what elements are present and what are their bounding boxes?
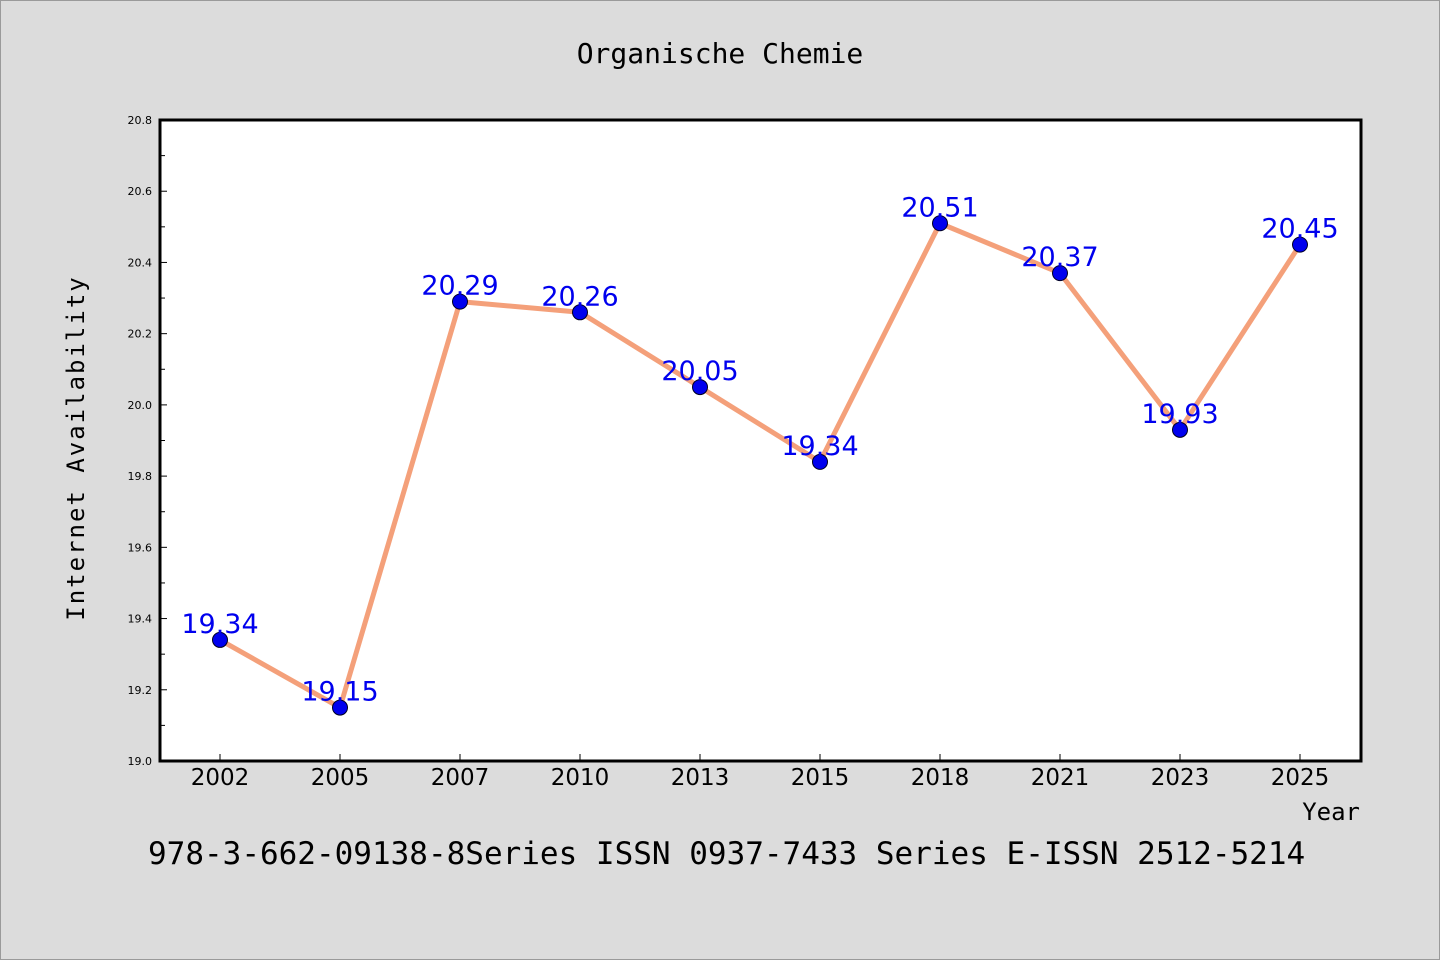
x-tick-label: 2010 xyxy=(551,765,610,791)
data-label: 19.15 xyxy=(301,677,378,708)
x-axis: 2002 2005 2007 2010 2013 2015 2018 2021 2023 2025 xyxy=(191,754,1330,791)
y-tick-label: 20.4 xyxy=(128,256,153,269)
data-point-marker xyxy=(1292,236,1308,253)
y-tick-label: 19.0 xyxy=(128,755,153,768)
data-point-marker xyxy=(692,379,708,396)
y-tick-label: 20.8 xyxy=(128,114,153,127)
data-point-marker xyxy=(212,631,228,648)
plot-area xyxy=(158,118,1363,763)
x-tick-label: 2005 xyxy=(311,765,370,791)
y-tick-label: 20.2 xyxy=(128,328,153,341)
x-tick-label: 2025 xyxy=(1271,765,1330,791)
data-point-marker xyxy=(932,215,948,232)
data-label: 20.29 xyxy=(421,271,498,302)
y-tick-label: 20.6 xyxy=(128,185,153,198)
chart-title: Organische Chemie xyxy=(577,37,864,70)
x-tick-label: 2015 xyxy=(791,765,850,791)
y-tick-label: 20.0 xyxy=(128,399,153,412)
x-axis-label: Year xyxy=(1302,798,1360,826)
series-line xyxy=(217,220,1303,711)
data-point-marker xyxy=(332,699,348,716)
data-label: 19.34 xyxy=(781,431,858,462)
y-tick-label: 19.2 xyxy=(128,684,153,697)
x-tick-label: 2002 xyxy=(191,765,250,791)
data-label: 19.34 xyxy=(181,609,258,640)
data-label: 20.05 xyxy=(661,356,738,387)
data-label: 20.45 xyxy=(1261,214,1338,245)
y-axis-label: Internet Availability xyxy=(62,275,90,620)
x-tick-label: 2018 xyxy=(911,765,970,791)
x-tick-label: 2007 xyxy=(431,765,490,791)
data-point-marker xyxy=(1172,421,1188,438)
x-tick-label: 2013 xyxy=(671,765,730,791)
data-point-marker xyxy=(572,304,588,321)
data-label: 20.37 xyxy=(1021,242,1098,273)
data-label: 20.26 xyxy=(541,281,618,312)
data-label: 19.93 xyxy=(1141,399,1218,430)
y-tick-label: 19.4 xyxy=(128,613,153,626)
x-tick-label: 2021 xyxy=(1031,765,1090,791)
data-label: 20.51 xyxy=(901,192,978,223)
y-tick-label: 19.6 xyxy=(128,541,153,554)
y-tick-label: 19.8 xyxy=(128,470,153,483)
y-axis: 19.0 19.2 19.4 19.6 19.8 20.0 20.2 20.4 20.6 20.8 xyxy=(128,114,167,768)
data-point-marker xyxy=(452,293,468,310)
footer-text: 978-3-662-09138-8Series ISSN 0937-7433 S… xyxy=(148,836,1305,872)
x-tick-label: 2023 xyxy=(1151,765,1210,791)
data-point-marker xyxy=(1052,265,1068,282)
series-layer: 19.34 19.15 20.29 20.26 20.05 19.34 20.51 20.37… xyxy=(181,192,1339,716)
data-point-marker xyxy=(812,453,828,470)
